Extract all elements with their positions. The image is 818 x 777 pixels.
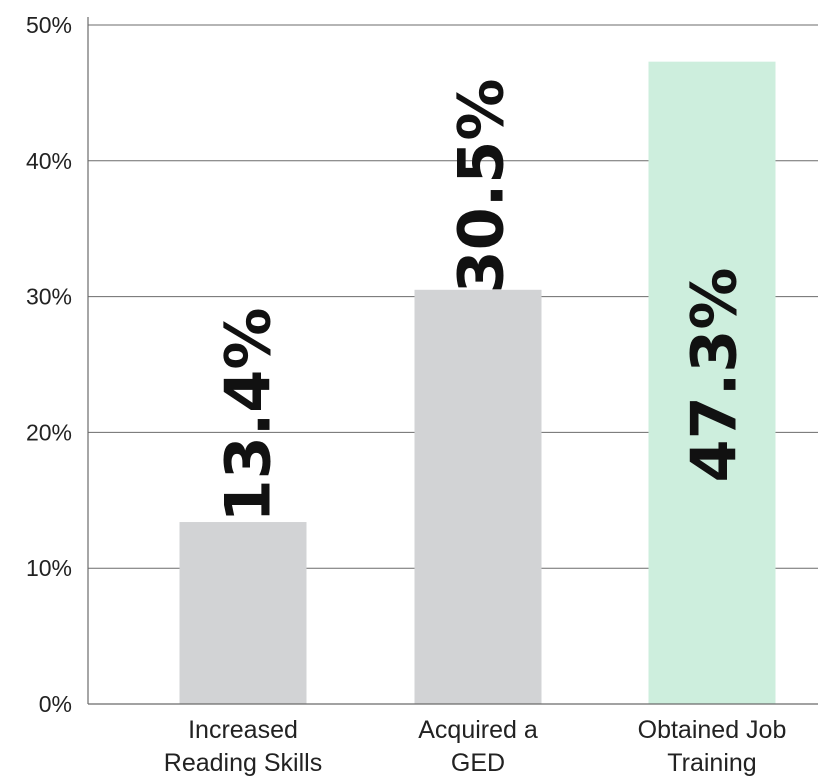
labels: 0% 10% 20% 30% 40% 50% 13.4% 30.5% 47.3% Increase… xyxy=(26,12,786,777)
bar xyxy=(648,61,776,704)
x-category-label: Increased xyxy=(188,716,298,744)
x-category-label: Obtained Job xyxy=(638,716,787,744)
x-category-label: Reading Skills xyxy=(164,749,322,777)
y-tick-label: 10% xyxy=(26,555,72,581)
bars xyxy=(179,61,776,704)
y-tick-label: 20% xyxy=(26,419,72,445)
bar xyxy=(179,522,307,704)
value-label: 30.5% xyxy=(445,78,518,293)
x-category-label: Acquired a xyxy=(418,716,538,744)
x-category-label: GED xyxy=(451,749,505,777)
y-tick-label: 30% xyxy=(26,284,72,310)
y-tick-label: 40% xyxy=(26,148,72,174)
value-label: 13.4% xyxy=(212,307,285,522)
value-label: 47.3% xyxy=(678,267,751,482)
x-category-label: Training xyxy=(667,749,756,777)
y-tick-label: 0% xyxy=(39,691,72,717)
axes xyxy=(87,17,818,705)
bar xyxy=(414,289,542,704)
y-tick-label: 50% xyxy=(26,12,72,38)
